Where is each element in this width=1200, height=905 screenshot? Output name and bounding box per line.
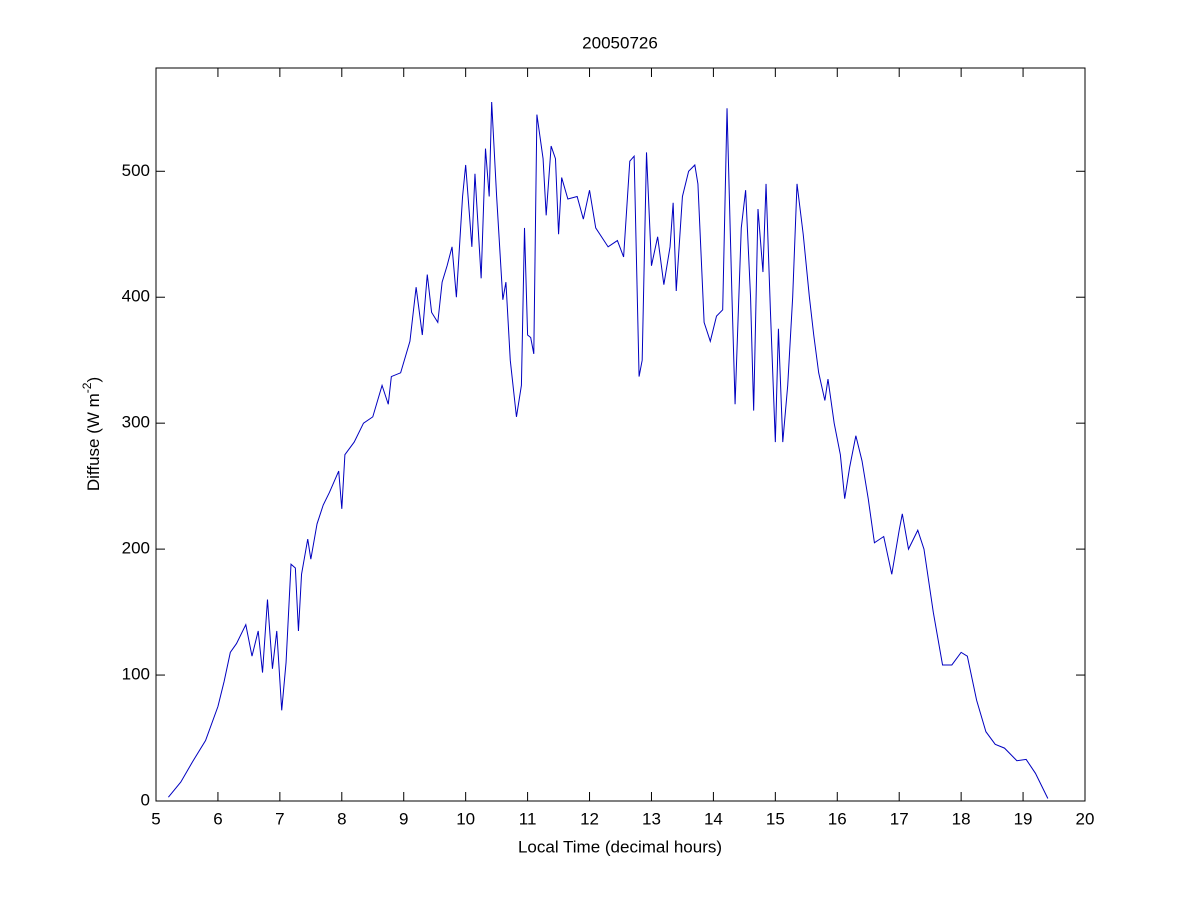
x-tick-label: 16 (828, 809, 847, 828)
x-axis-label: Local Time (decimal hours) (518, 837, 722, 856)
chart-title: 20050726 (582, 33, 658, 52)
x-tick-label: 15 (766, 809, 785, 828)
x-tick-label: 18 (952, 809, 971, 828)
y-tick-label: 500 (122, 161, 150, 180)
x-tick-label: 10 (456, 809, 475, 828)
x-tick-label: 8 (337, 809, 346, 828)
y-tick-label: 300 (122, 413, 150, 432)
y-tick-label: 0 (141, 790, 150, 809)
x-tick-label: 6 (213, 809, 222, 828)
x-tick-label: 13 (642, 809, 661, 828)
x-tick-label: 9 (399, 809, 408, 828)
y-label-main: Diffuse (W m (84, 393, 103, 491)
x-tick-label: 7 (275, 809, 284, 828)
y-label-end: ) (84, 377, 103, 383)
y-tick-label: 100 (122, 665, 150, 684)
x-tick-label: 12 (580, 809, 599, 828)
y-axis-label: Diffuse (W m-2) (80, 377, 103, 491)
x-tick-label: 20 (1076, 809, 1095, 828)
data-line (168, 101, 1049, 799)
y-tick-label: 400 (122, 287, 150, 306)
x-tick-label: 19 (1014, 809, 1033, 828)
x-tick-label: 11 (519, 809, 537, 828)
y-label-sup: -2 (80, 382, 94, 393)
y-tick-label: 200 (122, 539, 150, 558)
plot-area (155, 67, 1086, 802)
x-tick-label: 5 (151, 809, 160, 828)
x-tick-label: 14 (704, 809, 723, 828)
x-tick-label: 17 (890, 809, 909, 828)
